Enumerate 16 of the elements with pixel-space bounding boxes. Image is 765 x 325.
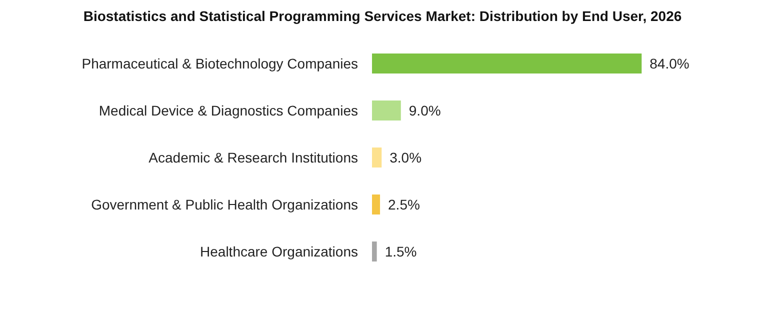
bar: [372, 148, 382, 168]
chart-title: Biostatistics and Statistical Programming Services Market: Distribution by End User, 2026: [83, 8, 682, 24]
data-label: 3.0%: [390, 150, 422, 166]
bar: [372, 54, 642, 74]
data-label: 9.0%: [408, 102, 441, 118]
data-label: 1.5%: [384, 244, 417, 260]
y-tick-label: Pharmaceutical & Biotechnology Companies: [82, 56, 358, 72]
y-tick-label: Medical Device & Diagnostics Companies: [98, 102, 358, 118]
y-tick-label: Academic & Research Institutions: [148, 150, 358, 166]
bar: [372, 242, 377, 262]
data-label: 84.0%: [650, 56, 690, 72]
y-tick-label: Government & Public Health Organizations: [91, 196, 358, 212]
data-label: 2.5%: [388, 196, 420, 212]
bar: [372, 100, 401, 120]
bar: [372, 194, 380, 214]
y-tick-label: Healthcare Organizations: [200, 244, 358, 260]
